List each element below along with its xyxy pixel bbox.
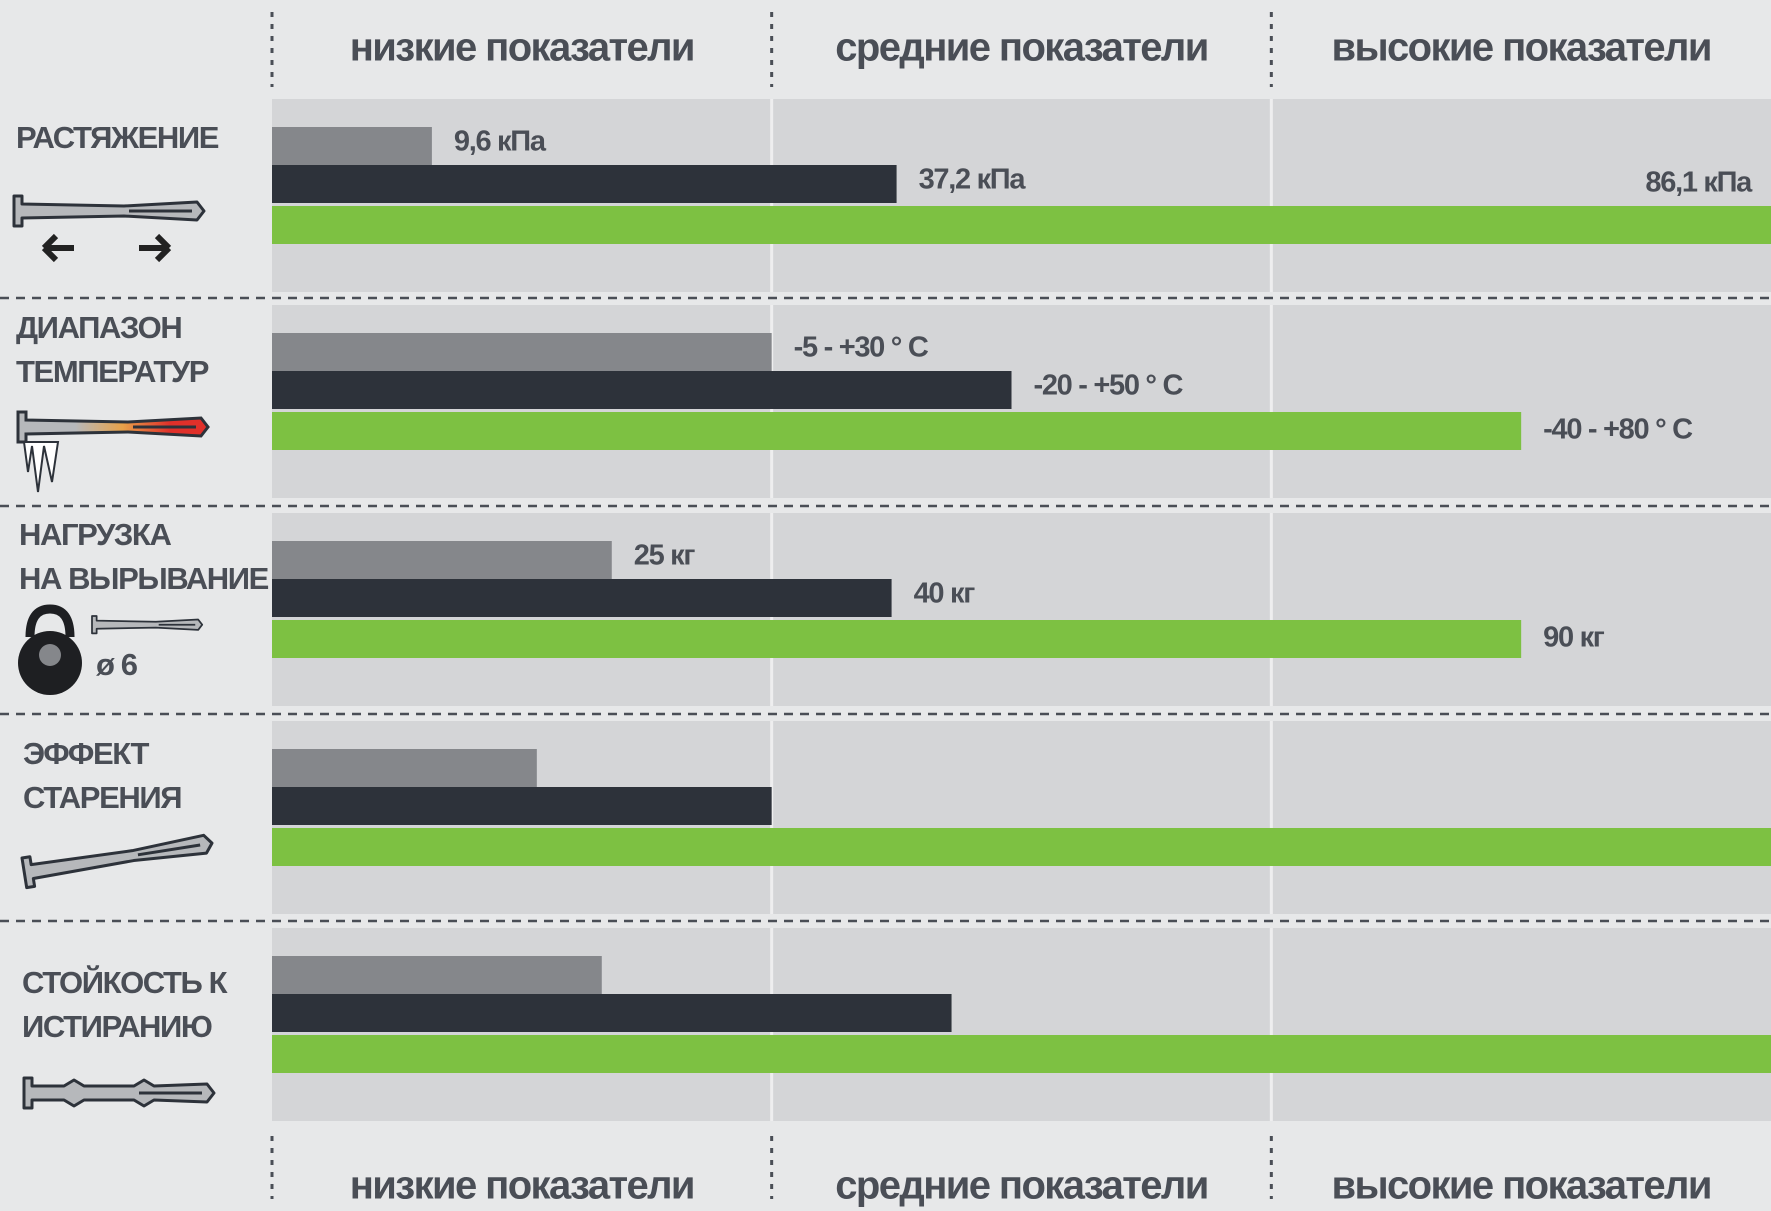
bar bbox=[272, 371, 1012, 409]
value-label: 9,6 кПа bbox=[454, 126, 547, 158]
icon-tension bbox=[14, 196, 204, 260]
value-label: 86,1 кПа bbox=[1645, 167, 1753, 199]
bar bbox=[272, 1035, 1771, 1073]
zone-label: низкие показатели bbox=[350, 26, 694, 70]
value-label: 40 кг bbox=[914, 578, 976, 610]
diameter-label: ø 6 bbox=[96, 647, 138, 682]
value-label: -5 - +30 ° C bbox=[794, 332, 929, 364]
zone-label: низкие показатели bbox=[350, 1164, 694, 1208]
chart: ø 6 низкие показатели средние показатели в… bbox=[0, 0, 1771, 1211]
bar bbox=[272, 206, 1771, 244]
zone-label: высокие показатели bbox=[1331, 26, 1710, 70]
value-label: 90 кг bbox=[1543, 622, 1605, 654]
bar bbox=[272, 127, 432, 165]
icon-aging bbox=[22, 828, 214, 887]
page: {"chart_data": { "type": "bar", "orienta… bbox=[0, 0, 1771, 1211]
icon-abrasion bbox=[24, 1078, 214, 1108]
zone-label: средние показатели bbox=[835, 26, 1207, 70]
bar bbox=[272, 787, 772, 825]
value-label: 25 кг bbox=[634, 540, 696, 572]
category-label: РАСТЯЖЕНИЕ bbox=[16, 120, 219, 155]
bar bbox=[272, 579, 892, 617]
value-label: 37,2 кПа bbox=[919, 164, 1027, 196]
icon-temperature bbox=[18, 412, 208, 492]
value-label: -40 - +80 ° C bbox=[1543, 414, 1693, 446]
bar bbox=[272, 956, 602, 994]
bar bbox=[272, 620, 1521, 658]
zone-label: высокие показатели bbox=[1331, 1164, 1710, 1208]
bar bbox=[272, 828, 1771, 866]
zone-label: средние показатели bbox=[835, 1164, 1207, 1208]
bar bbox=[272, 994, 952, 1032]
value-label: -20 - +50 ° C bbox=[1034, 370, 1184, 402]
bar bbox=[272, 412, 1521, 450]
bar bbox=[272, 165, 897, 203]
bar bbox=[272, 749, 537, 787]
bar bbox=[272, 333, 772, 371]
bar bbox=[272, 541, 612, 579]
